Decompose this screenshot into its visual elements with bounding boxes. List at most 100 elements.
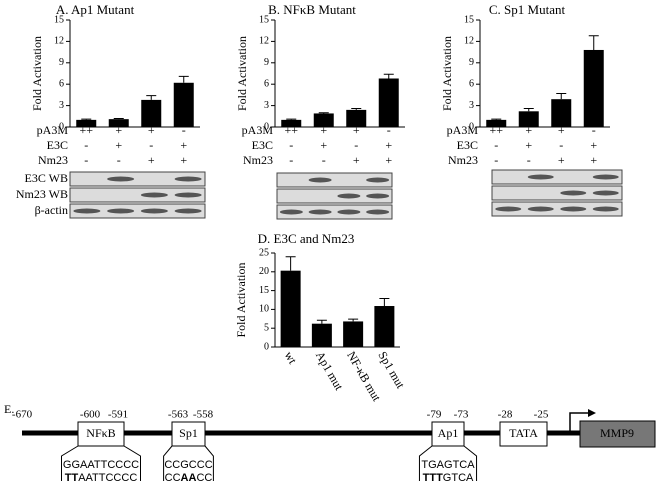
blot-strip <box>276 188 393 204</box>
condition-label: Nm23 <box>243 153 273 167</box>
y-tick-label: 15 <box>259 14 269 25</box>
bar <box>583 49 604 127</box>
condition-mark: + <box>180 153 187 167</box>
blot-band <box>560 190 587 196</box>
condition-label: pA3M <box>242 123 274 137</box>
position-label: -558 <box>193 409 214 421</box>
chart-title: C. Sp1 Mutant <box>489 2 566 17</box>
tss-arrowhead <box>588 409 596 417</box>
y-tick-label: 0 <box>264 341 269 352</box>
blot-band <box>527 206 554 212</box>
blot-band <box>107 208 135 214</box>
chart-title: B. NFκB Mutant <box>268 2 356 17</box>
y-tick-label: 9 <box>59 57 64 68</box>
bar <box>173 82 194 127</box>
bar <box>486 119 507 127</box>
wt-sequence: TGAGTCA <box>421 459 475 471</box>
blot-strip <box>69 171 206 187</box>
condition-mark: - <box>84 138 88 152</box>
y-tick-label: 15 <box>54 14 64 25</box>
condition-mark: + <box>353 153 360 167</box>
mut-sequence: TTAATTCCCC <box>65 472 138 481</box>
element-box <box>171 421 206 447</box>
mut-sequence: TTTGTCA <box>423 472 474 481</box>
blot-band <box>366 177 390 183</box>
bar <box>141 99 162 127</box>
blot-strip <box>491 169 623 185</box>
bar <box>518 111 539 127</box>
error-bar <box>113 117 124 120</box>
blot-band <box>337 193 361 199</box>
error-bar <box>523 107 534 112</box>
error-bar <box>556 92 567 100</box>
y-tick-label: 0 <box>59 121 64 132</box>
sequence-bracket <box>418 445 478 481</box>
gene-box <box>579 420 656 448</box>
gene-name: MMP9 <box>600 426 634 440</box>
blot-band <box>140 208 168 214</box>
error-bar <box>285 256 296 271</box>
condition-mark: + <box>115 123 122 137</box>
element-name: TATA <box>509 426 538 440</box>
x-tick-label: wt <box>282 349 300 367</box>
condition-mark: ++ <box>79 123 93 137</box>
bar <box>313 113 334 127</box>
condition-label: Nm23 <box>448 153 478 167</box>
condition-mark: - <box>322 153 326 167</box>
bar <box>551 99 572 127</box>
element-box <box>499 421 548 447</box>
position-label: -600 <box>80 409 101 421</box>
element-name: Sp1 <box>179 426 198 440</box>
wt-sequence: CCGCCC <box>164 459 212 471</box>
error-bar <box>316 319 327 324</box>
error-bar <box>383 73 394 79</box>
error-bar <box>351 107 362 110</box>
condition-mark: ++ <box>284 123 298 137</box>
y-tick-label: 15 <box>464 14 474 25</box>
condition-mark: - <box>559 138 563 152</box>
error-bar <box>318 112 329 114</box>
y-tick-label: 12 <box>464 36 474 47</box>
condition-mark: + <box>558 123 565 137</box>
blot-band <box>73 208 101 214</box>
blot-band <box>337 209 361 215</box>
position-label: -563 <box>168 409 189 421</box>
condition-label: pA3M <box>37 123 69 137</box>
condition-mark: + <box>180 138 187 152</box>
panel-label: E. <box>4 402 14 416</box>
y-tick-label: 6 <box>469 78 474 89</box>
x-tick-label: Sp1 mut <box>375 349 408 392</box>
sequence-bracket <box>163 445 214 481</box>
condition-mark: + <box>590 138 597 152</box>
y-tick-label: 6 <box>264 78 269 89</box>
condition-mark: - <box>592 123 596 137</box>
error-bar <box>146 95 157 100</box>
y-tick-label: 3 <box>59 100 64 111</box>
condition-mark: + <box>590 153 597 167</box>
blot-band <box>107 176 135 182</box>
condition-mark: ++ <box>489 123 503 137</box>
bar <box>280 270 301 347</box>
y-tick-label: 0 <box>469 121 474 132</box>
blot-band <box>592 206 619 212</box>
element-name: Ap1 <box>438 426 459 440</box>
blot-band <box>174 176 202 182</box>
condition-mark: + <box>525 138 532 152</box>
bar <box>346 109 367 127</box>
blot-band <box>495 206 522 212</box>
condition-mark: - <box>387 123 391 137</box>
blot-strip <box>276 204 393 220</box>
chart-title: A. Ap1 Mutant <box>56 2 135 17</box>
position-label: -25 <box>534 409 549 421</box>
bar <box>378 78 399 127</box>
error-bar <box>81 118 92 120</box>
blot-band <box>174 208 202 214</box>
x-tick-label: Ap1 mut <box>313 349 347 393</box>
y-tick-label: 0 <box>264 121 269 132</box>
bar <box>374 306 395 347</box>
position-label: -670 <box>12 409 33 421</box>
blot-strip <box>276 172 393 188</box>
condition-label: E3C <box>457 138 478 152</box>
y-tick-label: 20 <box>259 266 269 277</box>
blot-band <box>308 209 332 215</box>
